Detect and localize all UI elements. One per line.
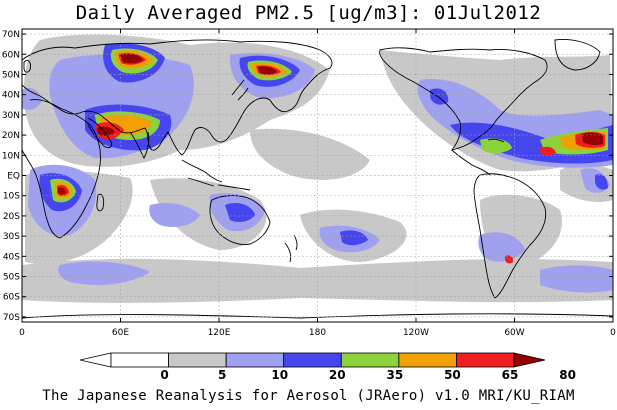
color-legend: 0 5 10 20 35 50 65 80: [79, 352, 576, 382]
lat-label: 50S: [3, 273, 20, 283]
longitude-labels: 0 60E 120E 180 120W 60W 0: [19, 328, 616, 338]
legend-label: 20: [329, 368, 346, 382]
legend-label: 65: [502, 368, 519, 382]
lon-label: 0: [19, 328, 25, 338]
lat-label: 40N: [2, 91, 20, 101]
legend-high-triangle: [513, 352, 546, 368]
footer-credit: The Japanese Reanalysis for Aerosol (JRA…: [42, 388, 575, 404]
lat-label: 30S: [3, 232, 20, 242]
lon-label: 60E: [112, 328, 129, 338]
lat-label: 70N: [2, 30, 20, 40]
lat-label: 40S: [3, 252, 20, 262]
lat-label: 20S: [3, 212, 20, 222]
lat-label: 20N: [2, 131, 20, 141]
legend-label: 50: [444, 368, 461, 382]
legend-label: 80: [559, 368, 576, 382]
latitude-labels: 70N 60N 50N 40N 30N 20N 10N EQ 10S 20S 30S 40S 50S 60…: [2, 30, 20, 323]
lat-label: 30N: [2, 111, 20, 121]
lon-label: 0: [610, 328, 616, 338]
lon-label: 120W: [403, 328, 429, 338]
legend-swatch: [283, 352, 342, 368]
lon-label: 180: [309, 328, 326, 338]
lat-label: 10N: [2, 151, 20, 161]
legend-low-triangle: [79, 352, 112, 368]
lat-label: 60N: [2, 50, 20, 60]
legend-label: 5: [218, 368, 226, 382]
legend-swatch: [225, 352, 285, 368]
legend-label: 0: [160, 368, 168, 382]
lat-label: 60S: [3, 293, 20, 303]
legend-swatch: [456, 352, 515, 368]
lon-label: 60W: [504, 328, 524, 338]
map-title: Daily Averaged PM2.5 [ug/m3]: 01Jul2012: [75, 2, 542, 24]
lat-label: 10S: [3, 192, 20, 202]
pm25-concentration-field: [22, 34, 613, 303]
lat-lon-grid: [22, 29, 613, 322]
lat-label: 70S: [3, 313, 20, 323]
legend-label: 10: [271, 368, 288, 382]
legend-label: 35: [387, 368, 404, 382]
lat-label: EQ: [7, 172, 20, 182]
lon-label: 120E: [208, 328, 231, 338]
legend-swatch: [340, 352, 400, 368]
coastline-outlines: [22, 39, 613, 319]
legend-swatch: [398, 352, 457, 368]
legend-swatch: [168, 352, 227, 368]
legend-swatch: [110, 352, 169, 368]
lat-label: 50N: [2, 70, 20, 80]
